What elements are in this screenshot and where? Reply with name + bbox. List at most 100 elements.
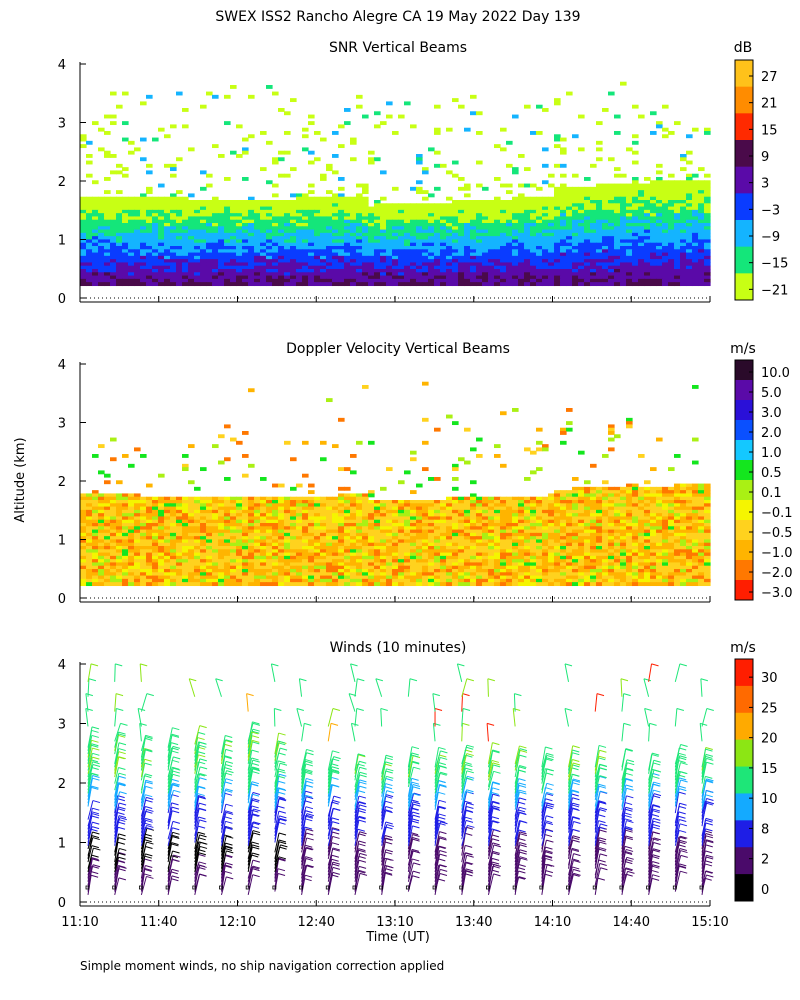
doppler-cell [200, 500, 207, 504]
snr-cell [248, 226, 255, 231]
snr-cell [548, 209, 555, 214]
doppler-cell [608, 529, 615, 534]
snr-cell [674, 239, 681, 244]
snr-cell [374, 157, 381, 162]
doppler-cell [260, 539, 267, 544]
doppler-cell [98, 536, 105, 541]
snr-cell [590, 275, 597, 280]
snr-cell [632, 160, 639, 165]
snr-cell [416, 160, 423, 165]
snr-cell [320, 177, 327, 181]
snr-cell [236, 203, 243, 208]
doppler-cell [698, 503, 705, 508]
doppler-cell [674, 519, 681, 524]
doppler-cell [218, 460, 225, 465]
snr-cell [692, 278, 699, 283]
snr-cell [416, 246, 423, 250]
snr-cell [644, 252, 651, 257]
doppler-cell [200, 509, 207, 514]
doppler-cell [404, 542, 411, 547]
doppler-cell [440, 536, 447, 541]
doppler-cell [386, 526, 393, 531]
doppler-cell [662, 519, 669, 524]
snr-cell [146, 209, 153, 214]
doppler-cell [92, 490, 99, 495]
snr-cell [140, 157, 147, 162]
snr-cell [278, 223, 285, 227]
snr-cell [344, 196, 351, 201]
snr-cell [110, 219, 117, 224]
snr-cell [152, 269, 159, 273]
doppler-cell [704, 496, 711, 501]
doppler-cell [572, 490, 579, 495]
snr-cell [452, 219, 459, 224]
snr-cell [476, 219, 483, 224]
snr-cell [464, 262, 471, 267]
snr-cell [122, 255, 129, 260]
snr-cell [164, 275, 171, 280]
doppler-cell [356, 503, 363, 508]
colorbar-swatch [735, 220, 753, 248]
snr-cell [512, 200, 519, 204]
snr-cell [398, 226, 405, 231]
doppler-cell [608, 516, 615, 521]
doppler-cell [116, 516, 123, 521]
doppler-cell [194, 496, 201, 501]
snr-cell [332, 170, 339, 175]
doppler-cell [200, 516, 207, 521]
snr-cell [158, 262, 165, 267]
snr-cell [596, 216, 603, 221]
snr-cell [278, 157, 285, 162]
doppler-cell [158, 509, 165, 514]
doppler-cell [374, 500, 381, 504]
snr-cell [350, 223, 357, 227]
snr-cell [314, 223, 321, 227]
snr-cell [170, 213, 177, 218]
snr-cell [302, 226, 309, 231]
doppler-cell [458, 457, 465, 462]
doppler-cell [704, 483, 711, 488]
doppler-cell [590, 516, 597, 521]
doppler-cell [350, 500, 357, 504]
doppler-cell [626, 519, 633, 524]
snr-cell [344, 278, 351, 283]
snr-cell [224, 200, 231, 204]
doppler-cell [152, 542, 159, 547]
doppler-cell [218, 500, 225, 504]
doppler-cell [596, 532, 603, 537]
snr-cell [548, 203, 555, 208]
snr-cell [128, 269, 135, 273]
snr-cell [668, 193, 675, 198]
doppler-cell [494, 454, 501, 458]
snr-cell [428, 255, 435, 260]
doppler-cell [338, 496, 345, 501]
snr-cell [200, 104, 207, 109]
snr-cell [698, 272, 705, 277]
snr-cell [440, 265, 447, 270]
snr-cell [104, 249, 111, 254]
doppler-cell [176, 542, 183, 547]
doppler-cell [266, 523, 273, 527]
doppler-cell [104, 500, 111, 504]
snr-cell [596, 265, 603, 270]
doppler-cell [158, 526, 165, 531]
snr-cell [260, 269, 267, 273]
doppler-cell [338, 532, 345, 537]
snr-cell [98, 282, 105, 287]
doppler-cell [392, 509, 399, 514]
doppler-cell [608, 523, 615, 527]
snr-cell [572, 236, 579, 241]
snr-cell [542, 265, 549, 270]
snr-cell [644, 183, 651, 188]
doppler-cell [410, 542, 417, 547]
snr-cell [572, 209, 579, 214]
doppler-cell [476, 519, 483, 524]
doppler-cell [392, 516, 399, 521]
snr-cell [152, 200, 159, 204]
snr-cell [458, 249, 465, 254]
doppler-cell [416, 506, 423, 511]
snr-cell [416, 249, 423, 254]
snr-cell [134, 213, 141, 218]
snr-cell [566, 269, 573, 273]
snr-cell [548, 232, 555, 237]
